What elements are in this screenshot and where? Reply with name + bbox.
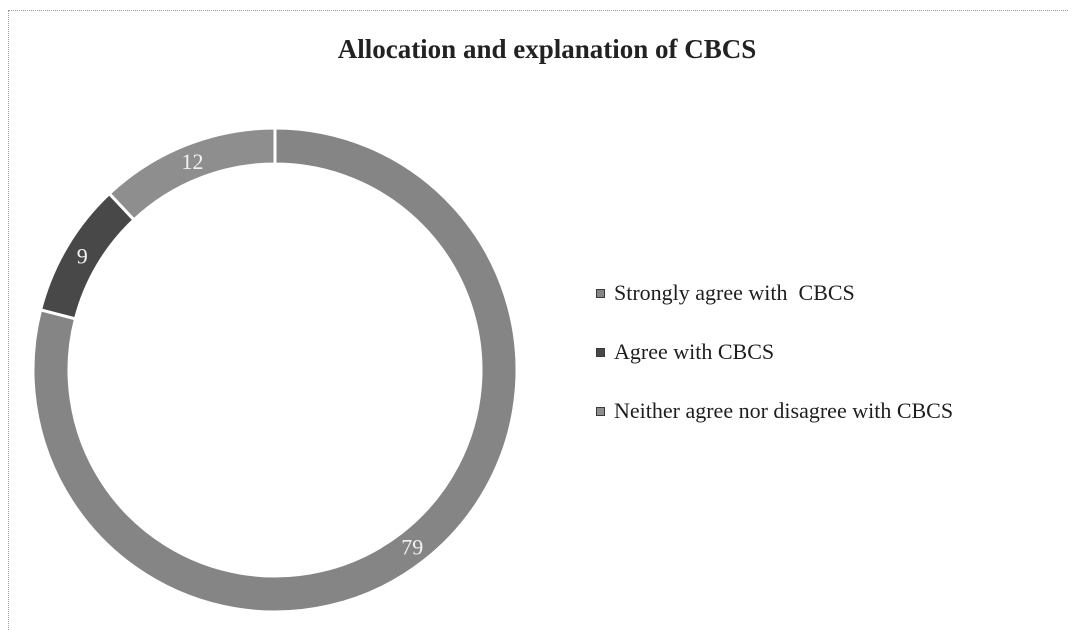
donut-slice: [31, 126, 519, 614]
slice-data-label: 12: [182, 149, 204, 174]
legend-swatch: [596, 288, 605, 298]
chart-title: Allocation and explanation of CBCS: [337, 34, 757, 64]
legend-item: Neither agree nor disagree with CBCS: [596, 396, 953, 426]
legend-swatch: [596, 406, 605, 416]
chart-legend: Strongly agree with CBCS Agree with CBCS N…: [596, 278, 953, 455]
chart-frame: [8, 10, 1068, 630]
legend-label: Neither agree nor disagree with CBCS: [614, 398, 954, 423]
donut-slices: [31, 126, 519, 614]
slice-data-label: 79: [401, 534, 423, 559]
legend-item: Agree with CBCS: [596, 337, 953, 367]
legend-label: Agree with CBCS: [614, 339, 775, 364]
slice-data-label: 9: [77, 243, 88, 268]
donut-labels: 79 9 12: [77, 149, 424, 559]
legend-item: Strongly agree with CBCS: [596, 278, 953, 308]
donut-slice: [107, 126, 277, 222]
legend-swatch: [596, 347, 605, 357]
legend-label: Strongly agree with CBCS: [614, 280, 855, 305]
